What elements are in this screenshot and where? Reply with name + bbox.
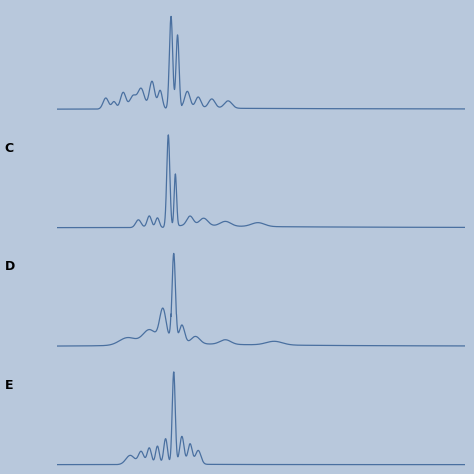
Text: C: C	[5, 142, 14, 155]
Text: E: E	[5, 379, 13, 392]
Text: D: D	[5, 260, 15, 273]
